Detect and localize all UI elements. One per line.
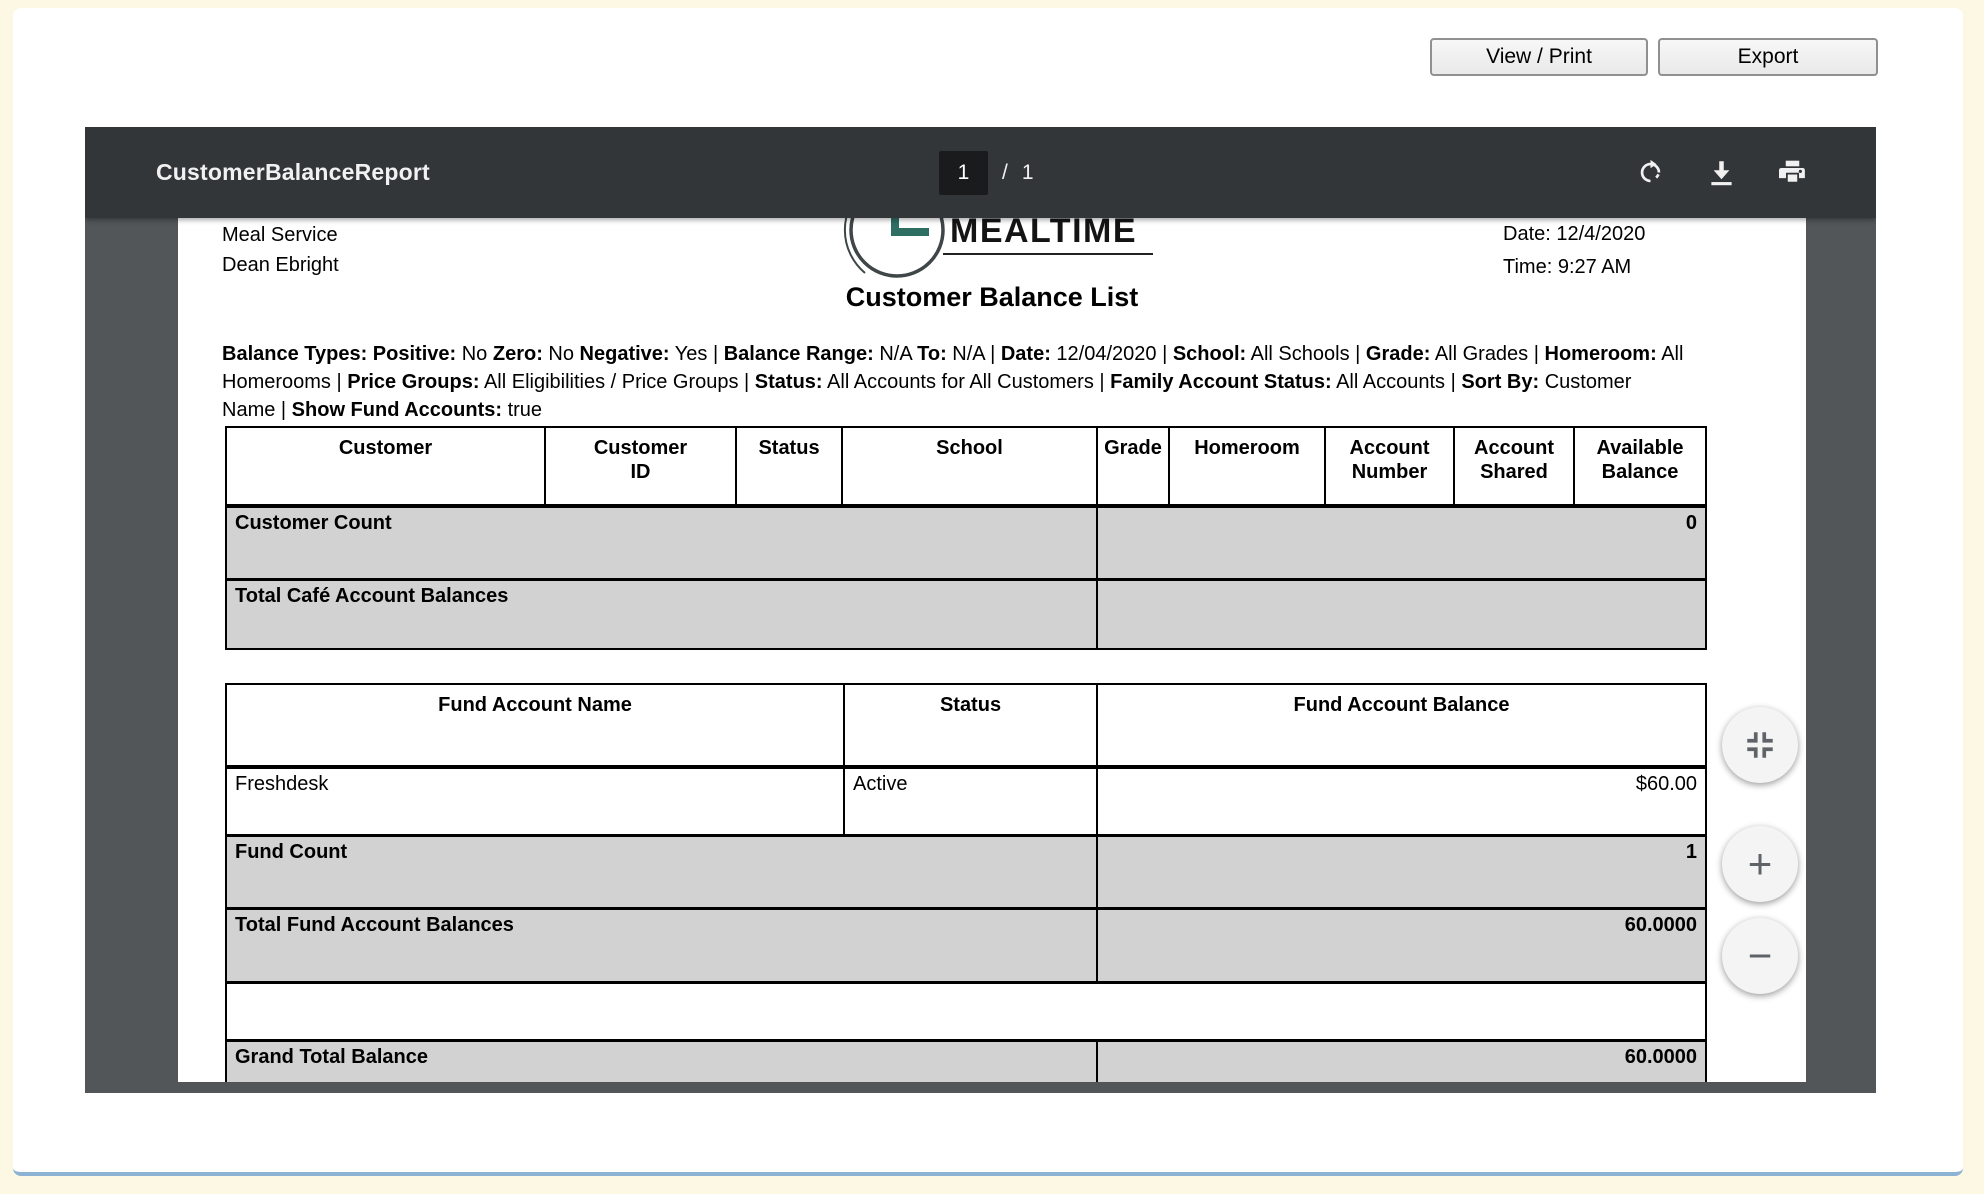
toolbar-actions	[1637, 127, 1806, 218]
zoom-out-icon: −	[1747, 932, 1773, 979]
col-homeroom: Homeroom	[1168, 426, 1326, 508]
download-icon[interactable]	[1708, 159, 1735, 186]
col-fund-name: Fund Account Name	[225, 683, 845, 769]
page-number-input[interactable]: 1	[939, 150, 988, 195]
col-available-balance: Available Balance	[1573, 426, 1707, 508]
pdf-viewer: Meal Service Dean Ebright MEALTIME Date:…	[85, 127, 1876, 1093]
report-filters: Balance Types: Positive: No Zero: No Neg…	[222, 343, 1684, 421]
grand-total-value: 60.0000	[1096, 1038, 1707, 1082]
rotate-icon[interactable]	[1637, 159, 1664, 186]
zoom-in-button[interactable]: +	[1722, 826, 1798, 902]
total-cafe-value	[1096, 577, 1707, 650]
view-print-button[interactable]: View / Print	[1430, 38, 1648, 76]
total-fund-value: 60.0000	[1096, 906, 1707, 983]
page-total: 1	[1021, 160, 1034, 184]
col-fund-status: Status	[843, 683, 1098, 769]
col-fund-balance: Fund Account Balance	[1096, 683, 1707, 769]
total-cafe-label: Total Café Account Balances	[225, 577, 1098, 650]
col-status: Status	[735, 426, 843, 508]
viewer-document-title: CustomerBalanceReport	[156, 159, 430, 185]
spacer-row	[225, 980, 1707, 1041]
clock-logo-icon	[843, 218, 945, 278]
col-account-number: Account Number	[1324, 426, 1455, 508]
report-date: Date: 12/4/2020	[1503, 223, 1646, 245]
grand-total-row: Grand Total Balance 60.0000	[225, 1038, 1707, 1082]
report-page: Meal Service Dean Ebright MEALTIME Date:…	[178, 218, 1806, 1082]
fund-row: Freshdesk Active $60.00	[225, 766, 1707, 836]
page-navigation: 1 / 1	[939, 127, 1034, 218]
fund-count-row: Fund Count 1	[225, 833, 1707, 909]
col-customer: Customer	[225, 426, 546, 508]
customer-count-label: Customer Count	[225, 505, 1098, 580]
fund-balance: $60.00	[1096, 766, 1707, 836]
report-title: Customer Balance List	[845, 282, 1139, 312]
customer-count-value: 0	[1096, 505, 1707, 580]
report-header-right: Date: 12/4/2020 Time: 9:27 AM	[1503, 218, 1645, 284]
viewer-toolbar: CustomerBalanceReport 1 / 1	[85, 127, 1876, 218]
fund-count-label: Fund Count	[225, 833, 1098, 909]
zoom-in-icon: +	[1747, 840, 1773, 887]
fund-status: Active	[843, 766, 1098, 836]
total-fund-row: Total Fund Account Balances 60.0000	[225, 906, 1707, 983]
export-button[interactable]: Export	[1658, 38, 1878, 76]
col-customer-id: Customer ID	[544, 426, 737, 508]
fund-name: Freshdesk	[225, 766, 845, 836]
user-name: Dean Ebright	[222, 254, 339, 276]
customer-balance-table: Customer Customer ID Status School Grade…	[225, 426, 1707, 650]
print-icon[interactable]	[1779, 159, 1806, 186]
logo-wordmark: MEALTIME	[950, 218, 1138, 250]
service-name: Meal Service	[222, 224, 338, 246]
fit-page-button[interactable]	[1722, 707, 1798, 783]
grand-total-label: Grand Total Balance	[225, 1038, 1098, 1082]
total-fund-label: Total Fund Account Balances	[225, 906, 1098, 983]
fund-count-value: 1	[1096, 833, 1707, 909]
fit-page-icon	[1747, 732, 1773, 758]
logo-underline	[943, 253, 1153, 255]
zoom-out-button[interactable]: −	[1722, 918, 1798, 994]
col-grade: Grade	[1096, 426, 1170, 508]
customer-count-row: Customer Count 0	[225, 505, 1707, 580]
col-school: School	[841, 426, 1098, 508]
app-panel: View / Print Export Meal Service Dean Eb…	[13, 8, 1963, 1176]
col-account-shared: Account Shared	[1453, 426, 1575, 508]
report-time: Time: 9:27 AM	[1503, 256, 1632, 278]
report-header-left: Meal Service Dean Ebright	[222, 220, 339, 280]
fund-account-table: Fund Account Name Status Fund Account Ba…	[225, 683, 1707, 1082]
page-separator: /	[1002, 160, 1008, 184]
total-cafe-row: Total Café Account Balances	[225, 577, 1707, 650]
